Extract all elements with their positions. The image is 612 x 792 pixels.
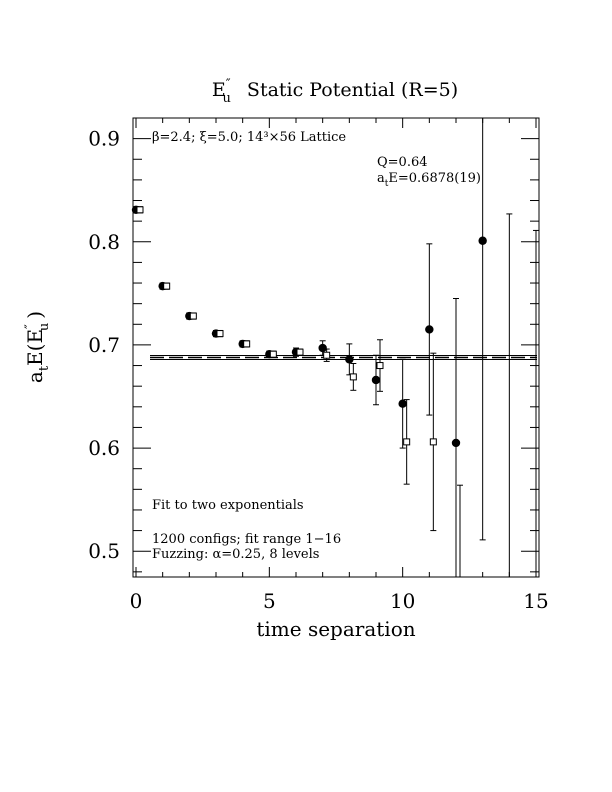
plot-frame (132, 117, 540, 578)
data-point-open (163, 282, 171, 290)
y-tick-label: 0.7 (88, 333, 120, 357)
energy-t: t (385, 179, 389, 189)
x-tick-label: 10 (390, 589, 415, 613)
data-point-open (136, 206, 144, 214)
energy-a: a (377, 171, 385, 186)
data-point-filled (371, 375, 381, 385)
y-tick-label: 0.8 (88, 230, 120, 254)
data-point-open (269, 350, 277, 358)
axis-ticks (133, 117, 539, 577)
data-point-filled (345, 355, 354, 364)
data-series (131, 118, 539, 578)
y-label-sub: u (37, 323, 52, 331)
fit-band (150, 355, 537, 360)
q-annotation: Q=0.64 (377, 155, 428, 170)
energy-annotation: atE=0.6878(19) (377, 171, 481, 189)
data-point-filled (425, 325, 434, 334)
data-point-filled (478, 236, 487, 245)
data-point-open (349, 373, 357, 381)
y-label-sup: ″ (23, 324, 38, 329)
y-label-t: t (37, 365, 52, 371)
title-rest: Static Potential (R=5) (247, 79, 458, 101)
data-point-filled (398, 399, 407, 408)
y-tick-label: 0.5 (88, 539, 120, 563)
data-point-open (189, 312, 197, 320)
x-tick-label: 15 (523, 589, 548, 613)
data-point-open (323, 351, 331, 359)
y-label-a: a (23, 371, 47, 383)
y-tick-label: 0.9 (88, 127, 120, 151)
x-tick-label: 0 (130, 589, 143, 613)
energy-rest: E=0.6878(19) (388, 171, 481, 186)
data-point-open (296, 348, 304, 356)
x-axis-label: time separation (256, 617, 415, 641)
fuzzing-note: Fuzzing: α=0.25, 8 levels (152, 547, 319, 562)
configs-note: 1200 configs; fit range 1−16 (152, 532, 341, 547)
x-tick-label: 5 (263, 589, 276, 613)
data-point-filled (318, 343, 327, 353)
data-point-open (403, 438, 411, 446)
x-tick-labels: 0 5 10 15 (130, 589, 549, 613)
lattice-annotation: β=2.4; ξ=5.0; 14³×56 Lattice (152, 130, 346, 145)
title-main: E (212, 79, 226, 101)
title-sup: ″ (226, 77, 231, 92)
title-sub: u (223, 91, 231, 106)
y-label-close: ) (23, 311, 47, 319)
y-axis-label: atE(E″u) (23, 311, 52, 383)
data-point-filled (451, 438, 461, 448)
y-tick-labels: 0.5 0.6 0.7 0.8 0.9 (88, 127, 120, 564)
y-tick-label: 0.6 (88, 436, 120, 460)
chart-title: E″ u Static Potential (R=5) (212, 77, 458, 106)
data-point-open (216, 330, 224, 338)
data-point-open (376, 362, 384, 370)
y-label-E: E(E (23, 329, 47, 366)
fit-note: Fit to two exponentials (152, 498, 304, 513)
data-point-open (243, 340, 251, 348)
data-point-open (429, 438, 437, 446)
